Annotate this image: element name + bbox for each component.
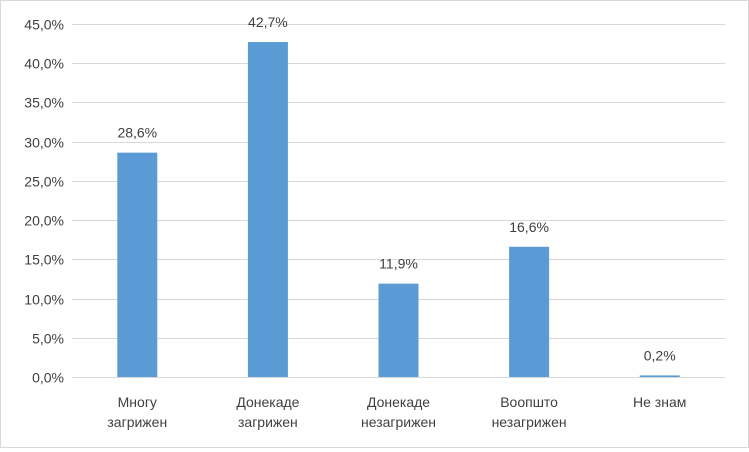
data-labels: 28,6% 42,7% 11,9% 16,6% 0,2% (117, 14, 675, 363)
x-tick-label-line: незагрижен (492, 414, 567, 430)
x-tick-label-line: незагрижен (361, 414, 436, 430)
data-label: 28,6% (117, 125, 157, 141)
gridlines (72, 24, 725, 339)
y-tick-label: 40,0% (24, 56, 64, 72)
y-tick-label: 45,0% (24, 17, 64, 33)
bar (509, 246, 550, 377)
data-label: 42,7% (248, 14, 288, 30)
y-tick-label: 15,0% (24, 252, 64, 268)
x-tick-label: Воопшто незагрижен (492, 394, 567, 430)
y-tick-label: 30,0% (24, 135, 64, 151)
data-label: 0,2% (644, 347, 676, 363)
x-tick-label: Донекаде незагрижен (361, 394, 436, 430)
bar (247, 42, 288, 377)
x-tick-label: Донекаде загрижен (236, 394, 299, 430)
y-tick-label: 25,0% (24, 174, 64, 190)
bar (378, 283, 419, 377)
x-tick-label-line: Донекаде (367, 394, 430, 410)
y-tick-label: 0,0% (32, 370, 64, 386)
x-tick-label-line: Донекаде (236, 394, 299, 410)
bar (639, 375, 680, 377)
x-tick-label-line: Воопшто (500, 394, 558, 410)
data-label: 16,6% (509, 219, 549, 235)
y-tick-label: 20,0% (24, 213, 64, 229)
y-tick-label: 10,0% (24, 292, 64, 308)
bars (117, 42, 680, 377)
x-tick-label-line: Не знам (633, 394, 686, 410)
bar (117, 152, 158, 377)
y-tick-label: 5,0% (32, 331, 64, 347)
x-axis-category-labels: Многу загрижен Донекаде загрижен Донекаде нез… (107, 394, 686, 430)
data-label: 11,9% (379, 256, 418, 272)
x-tick-label-line: загрижен (107, 414, 167, 430)
y-tick-label: 35,0% (24, 95, 64, 111)
y-axis-tick-labels: 0,0% 5,0% 10,0% 15,0% 20,0% 25,0% 30,0% 35,0% 40… (24, 17, 64, 386)
x-tick-label-line: загрижен (238, 414, 298, 430)
x-tick-label: Не знам (633, 394, 686, 410)
x-tick-label: Многу загрижен (107, 394, 167, 430)
x-tick-label-line: Многу (118, 394, 157, 410)
